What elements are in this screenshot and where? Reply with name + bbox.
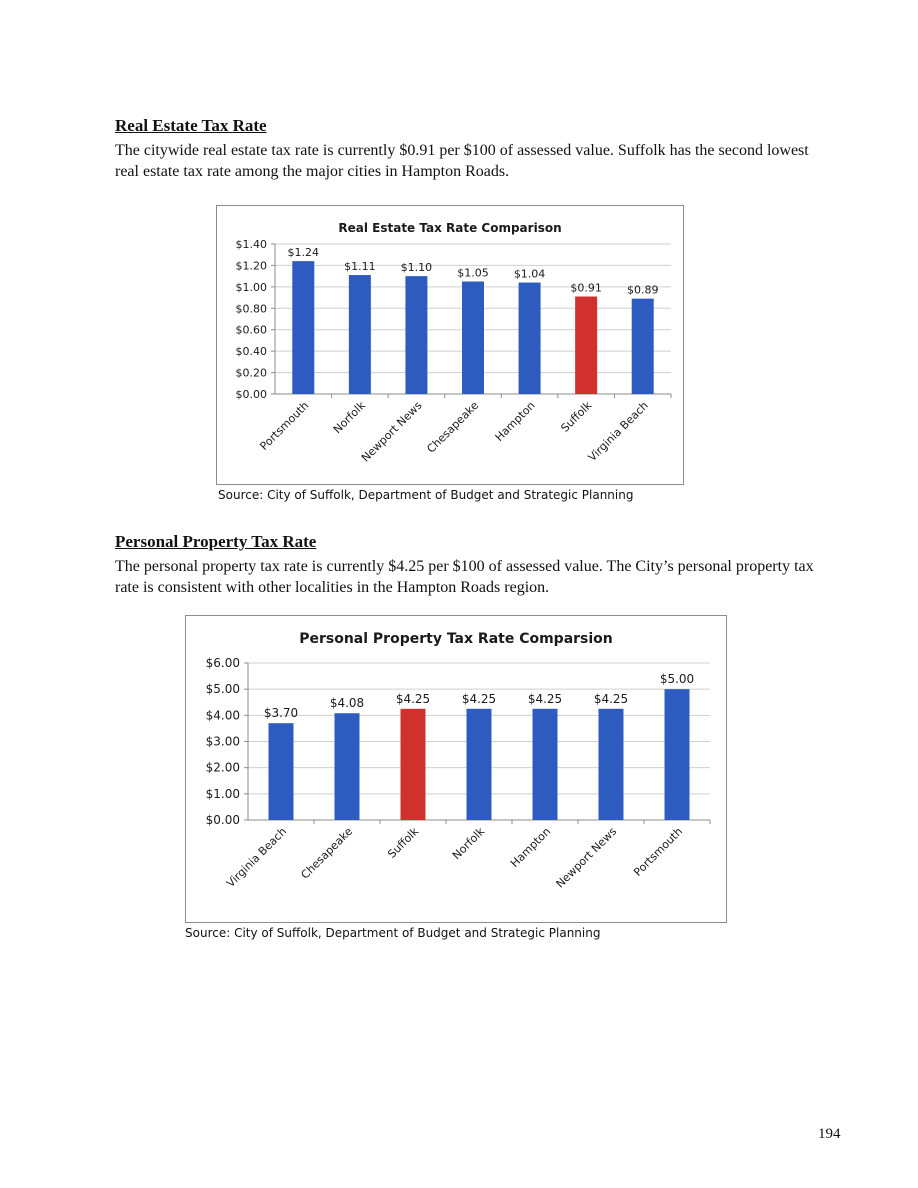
personal-property-chart: Personal Property Tax Rate Comparsion $0.…	[185, 615, 727, 923]
category-label: Virginia Beach	[224, 825, 289, 890]
bar-virginia-beach	[631, 298, 654, 394]
chart-title: Real Estate Tax Rate Comparison	[338, 221, 561, 235]
y-tick-label: $1.40	[236, 238, 268, 251]
page-number: 194	[818, 1126, 841, 1142]
data-label: $4.08	[330, 696, 364, 710]
data-label: $4.25	[462, 692, 496, 706]
real-estate-chart: Real Estate Tax Rate Comparison $0.00 $0.2…	[216, 205, 684, 485]
y-tick-label: $0.00	[236, 388, 268, 401]
data-label: $1.10	[401, 261, 433, 274]
bar-chesapeake	[462, 281, 484, 394]
y-tick-label: $3.00	[206, 735, 240, 749]
personal-property-chart-svg: Personal Property Tax Rate Comparsion $0.…	[206, 631, 711, 891]
data-label: $4.25	[528, 692, 562, 706]
y-tick-label: $0.60	[236, 324, 268, 337]
bar-norfolk	[466, 708, 492, 820]
category-label: Portsmouth	[257, 399, 311, 453]
bar-chesapeake	[334, 713, 360, 820]
real-estate-description: The citywide real estate tax rate is cur…	[115, 142, 809, 180]
y-tick-label: $1.00	[236, 281, 268, 294]
real-estate-source: Source: City of Suffolk, Department of B…	[218, 488, 634, 502]
personal-property-source: Source: City of Suffolk, Department of B…	[185, 926, 601, 940]
y-tick-label: $1.20	[236, 259, 268, 272]
category-label: Chesapeake	[298, 825, 355, 882]
category-label: Portsmouth	[631, 825, 685, 879]
category-label: Norfolk	[450, 824, 488, 862]
category-label: Newport News	[359, 399, 425, 465]
y-tick-label: $0.40	[236, 345, 268, 358]
data-label: $1.11	[344, 260, 376, 273]
category-label: Hampton	[508, 825, 553, 870]
y-tick-label: $4.00	[206, 708, 240, 722]
bar-portsmouth	[664, 689, 690, 820]
bar-suffolk	[575, 296, 598, 394]
bar-portsmouth	[292, 261, 315, 394]
y-tick-label: $0.00	[206, 813, 240, 827]
bar-newport-news	[405, 276, 428, 394]
data-label: $1.24	[288, 246, 320, 259]
category-label: Virginia Beach	[586, 399, 651, 464]
bar-norfolk	[348, 275, 371, 394]
data-label: $5.00	[660, 672, 694, 686]
data-label: $3.70	[264, 706, 298, 720]
data-label: $4.25	[594, 692, 628, 706]
y-tick-label: $0.20	[236, 367, 268, 380]
personal-property-description: The personal property tax rate is curren…	[115, 558, 814, 596]
category-label: Suffolk	[385, 824, 421, 860]
bar-newport-news	[598, 708, 624, 820]
category-label: Chesapeake	[424, 399, 481, 456]
y-tick-label: $1.00	[206, 787, 240, 801]
category-label: Suffolk	[558, 398, 594, 434]
data-label: $1.05	[457, 267, 489, 280]
data-label: $0.91	[570, 282, 602, 295]
bar-hampton	[532, 708, 558, 820]
real-estate-chart-svg: Real Estate Tax Rate Comparison $0.00 $0.2…	[236, 221, 672, 465]
bar-hampton	[518, 282, 541, 394]
category-label: Hampton	[493, 399, 538, 444]
y-tick-label: $6.00	[206, 656, 240, 670]
y-tick-label: $2.00	[206, 761, 240, 775]
data-label: $4.25	[396, 692, 430, 706]
personal-property-heading: Personal Property Tax Rate	[115, 532, 317, 551]
category-label: Newport News	[554, 825, 620, 891]
y-tick-label: $5.00	[206, 682, 240, 696]
bar-virginia-beach	[268, 723, 294, 820]
bar-suffolk	[400, 708, 426, 820]
chart-title: Personal Property Tax Rate Comparsion	[299, 631, 613, 647]
category-label: Norfolk	[331, 398, 369, 436]
real-estate-heading: Real Estate Tax Rate	[115, 116, 267, 135]
data-label: $1.04	[514, 268, 546, 281]
y-tick-label: $0.80	[236, 302, 268, 315]
data-label: $0.89	[627, 284, 659, 297]
